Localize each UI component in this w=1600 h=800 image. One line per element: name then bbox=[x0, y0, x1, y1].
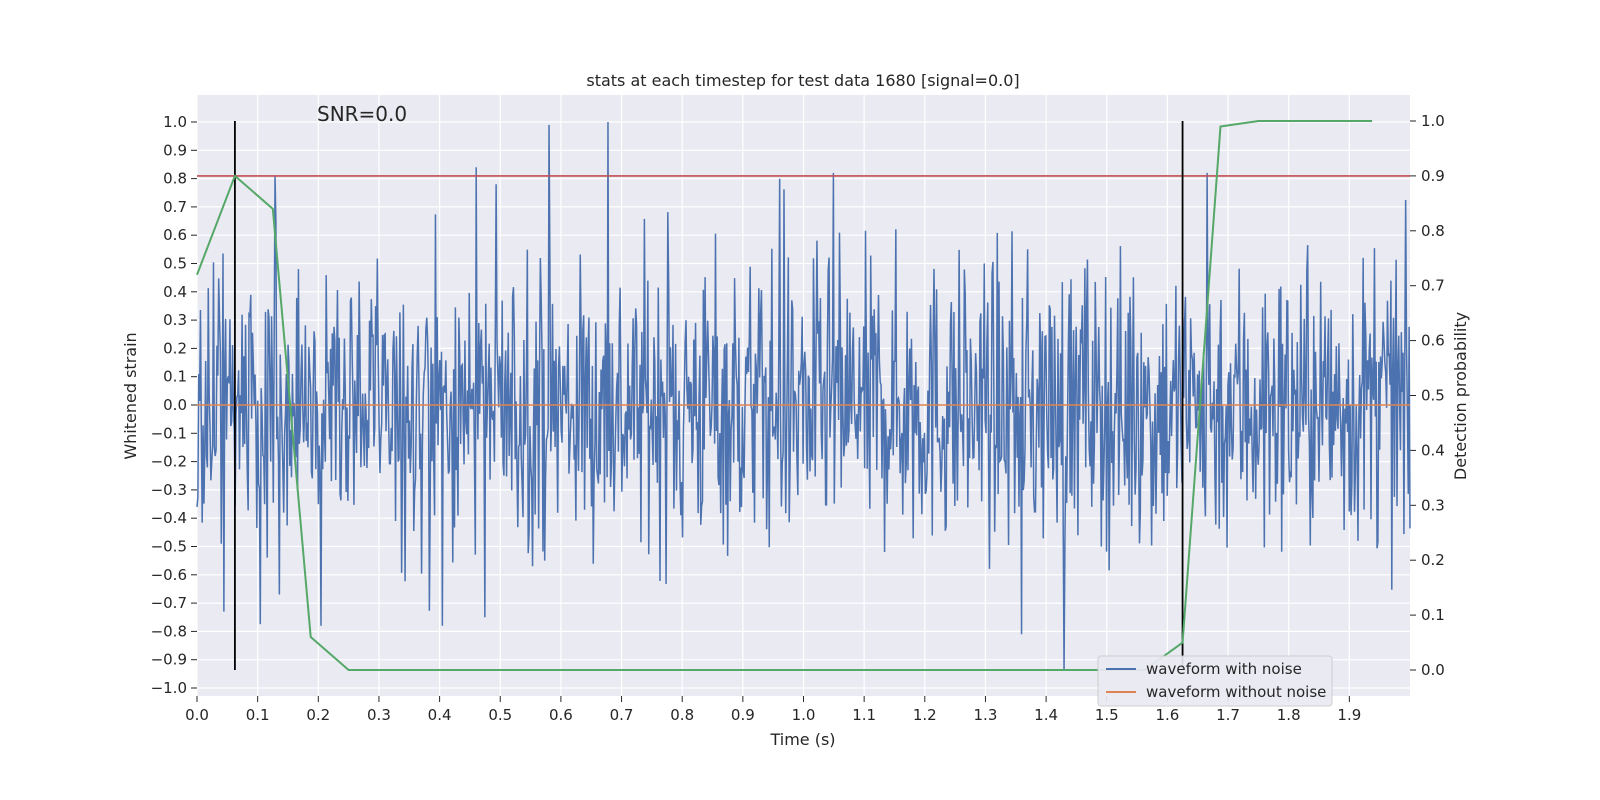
y2-axis-ticks: 1.0 0.9 0.8 0.7 0.6 0.5 0.4 0.3 0.2 0.1 0.0 bbox=[1410, 112, 1445, 679]
y-tick-label: −0.6 bbox=[151, 566, 187, 584]
y2-tick-label: 0.6 bbox=[1421, 332, 1445, 350]
x-tick-label: 0.5 bbox=[488, 706, 512, 724]
y2-tick-label: 0.4 bbox=[1421, 441, 1445, 459]
y-axis-label: Whitened strain bbox=[121, 332, 140, 459]
y-tick-label: 0.1 bbox=[163, 368, 187, 386]
y-tick-label: −0.7 bbox=[151, 594, 187, 612]
x-tick-label: 1.9 bbox=[1337, 706, 1361, 724]
y2-tick-label: 0.8 bbox=[1421, 222, 1445, 240]
y-tick-label: −0.2 bbox=[151, 453, 187, 471]
x-tick-label: 0.2 bbox=[306, 706, 330, 724]
x-tick-label: 1.8 bbox=[1277, 706, 1301, 724]
y-tick-label: 0.0 bbox=[163, 396, 187, 414]
legend-entry-noise: waveform with noise bbox=[1146, 660, 1302, 678]
y2-axis-label: Detection probability bbox=[1451, 312, 1470, 480]
y-tick-label: 0.8 bbox=[163, 170, 187, 188]
y-axis-ticks: 1.0 0.9 0.8 0.7 0.6 0.5 0.4 0.3 0.2 0.1 0.0 −0.1 −0.… bbox=[151, 113, 197, 697]
x-tick-label: 0.7 bbox=[610, 706, 634, 724]
chart-title: stats at each timestep for test data 168… bbox=[586, 71, 1019, 90]
legend-entry-clean: waveform without noise bbox=[1146, 683, 1326, 701]
y2-tick-label: 0.2 bbox=[1421, 551, 1445, 569]
y-tick-label: 0.2 bbox=[163, 339, 187, 357]
y-tick-label: 0.9 bbox=[163, 141, 187, 159]
y2-tick-label: 0.5 bbox=[1421, 387, 1445, 405]
y-tick-label: 0.4 bbox=[163, 283, 187, 301]
y-tick-label: −0.4 bbox=[151, 509, 187, 527]
y2-tick-label: 0.7 bbox=[1421, 277, 1445, 295]
x-tick-label: 0.9 bbox=[731, 706, 755, 724]
series-waveform-with-noise bbox=[196, 121, 1411, 672]
y-tick-label: −0.5 bbox=[151, 538, 187, 556]
x-axis-label: Time (s) bbox=[769, 730, 835, 749]
y-tick-label: 0.5 bbox=[163, 255, 187, 273]
x-tick-label: 0.8 bbox=[670, 706, 694, 724]
y-tick-label: 1.0 bbox=[163, 113, 187, 131]
series-layer bbox=[196, 120, 1411, 672]
y2-tick-label: 0.0 bbox=[1421, 661, 1445, 679]
y2-tick-label: 0.3 bbox=[1421, 496, 1445, 514]
legend: waveform with noise waveform without noi… bbox=[1097, 655, 1333, 707]
y-tick-label: −0.8 bbox=[151, 622, 187, 640]
x-tick-label: 1.2 bbox=[913, 706, 937, 724]
x-tick-label: 1.6 bbox=[1155, 706, 1179, 724]
x-tick-label: 1.3 bbox=[974, 706, 998, 724]
x-tick-label: 1.1 bbox=[852, 706, 876, 724]
x-tick-label: 0.4 bbox=[428, 706, 452, 724]
snr-annotation: SNR=0.0 bbox=[317, 102, 407, 126]
x-tick-label: 0.1 bbox=[246, 706, 270, 724]
y2-tick-label: 0.1 bbox=[1421, 606, 1445, 624]
x-tick-label: 0.0 bbox=[185, 706, 209, 724]
y2-tick-label: 0.9 bbox=[1421, 167, 1445, 185]
y-tick-label: 0.7 bbox=[163, 198, 187, 216]
y-tick-label: −0.3 bbox=[151, 481, 187, 499]
x-tick-label: 1.5 bbox=[1095, 706, 1119, 724]
x-tick-label: 0.3 bbox=[367, 706, 391, 724]
y-tick-label: 0.6 bbox=[163, 226, 187, 244]
legend-box bbox=[1097, 655, 1333, 707]
y2-tick-label: 1.0 bbox=[1421, 112, 1445, 130]
x-tick-label: 1.0 bbox=[792, 706, 816, 724]
x-tick-label: 1.4 bbox=[1034, 706, 1058, 724]
y-tick-label: 0.3 bbox=[163, 311, 187, 329]
series-detection-probability bbox=[196, 120, 1373, 671]
x-tick-label: 1.7 bbox=[1216, 706, 1240, 724]
y-tick-label: −0.1 bbox=[151, 424, 187, 442]
y-tick-label: −0.9 bbox=[151, 651, 187, 669]
y-tick-label: −1.0 bbox=[151, 679, 187, 697]
x-tick-label: 0.6 bbox=[549, 706, 573, 724]
